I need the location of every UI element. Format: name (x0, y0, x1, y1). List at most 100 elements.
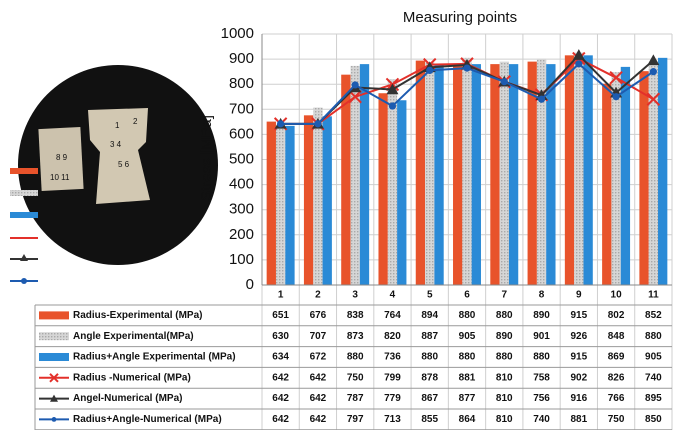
y-tick-label: 1000 (221, 25, 254, 42)
table-cell: 864 (459, 414, 476, 425)
table-cell: 764 (384, 310, 401, 321)
table-cell: 672 (310, 352, 327, 363)
bar (285, 125, 295, 285)
bar (341, 74, 351, 285)
table-cell: 850 (645, 414, 662, 425)
chart-title: Measuring points (403, 9, 517, 26)
table-cell: 873 (347, 331, 364, 342)
y-tick-label: 300 (229, 201, 254, 218)
y-tick-label: 600 (229, 125, 254, 142)
y-tick-label: 100 (229, 251, 254, 268)
svg-text:10 11: 10 11 (50, 173, 70, 182)
bar (313, 107, 323, 285)
table-cell: 630 (272, 331, 289, 342)
table-cell: 756 (533, 393, 550, 404)
table-cell: 758 (533, 372, 550, 383)
x-tick-label: 6 (464, 290, 470, 301)
bar (453, 64, 463, 286)
table-cell: 890 (533, 310, 550, 321)
table-cell: 736 (384, 352, 401, 363)
table-cell: 880 (645, 331, 662, 342)
legend-label: Angle Experimental(MPa) (73, 331, 194, 342)
table-cell: 880 (347, 352, 364, 363)
table-cell: 901 (533, 331, 550, 342)
table-cell: 766 (608, 393, 625, 404)
bar (359, 64, 370, 286)
table-cell: 779 (384, 393, 401, 404)
x-tick-label: 7 (501, 290, 507, 301)
x-tick-label: 4 (390, 290, 396, 301)
x-tick-label: 11 (648, 290, 659, 301)
table-cell: 877 (459, 393, 476, 404)
table-cell: 880 (459, 352, 476, 363)
table-cell: 802 (608, 310, 625, 321)
x-tick-label: 9 (576, 290, 582, 301)
table-cell: 867 (421, 393, 438, 404)
legend-label: Radius+Angle-Numerical (MPa) (73, 414, 222, 425)
marker (647, 54, 660, 66)
table-cell: 895 (645, 393, 662, 404)
bar (275, 126, 286, 286)
bar (387, 79, 398, 286)
bar (648, 64, 659, 286)
table-cell: 902 (570, 372, 587, 383)
table-cell: 878 (421, 372, 438, 383)
y-axis-label: Stress [MPa] (198, 115, 215, 201)
bar (350, 65, 360, 285)
table-cell: 740 (533, 414, 550, 425)
marker (50, 394, 58, 402)
table-cell: 881 (570, 414, 587, 425)
bar (620, 66, 631, 285)
marker (277, 120, 285, 128)
bar (602, 83, 612, 285)
table-cell: 894 (421, 310, 438, 321)
legend-swatch (39, 353, 69, 361)
bar (378, 93, 388, 286)
table-cell: 916 (570, 393, 587, 404)
table-cell: 880 (496, 310, 513, 321)
bar (425, 62, 435, 285)
marker (649, 68, 657, 76)
table-cell: 642 (272, 414, 289, 425)
table-cell: 642 (310, 414, 327, 425)
table-cell: 869 (608, 352, 625, 363)
bar (266, 121, 276, 285)
svg-text:3 4: 3 4 (110, 140, 122, 149)
table-cell: 880 (496, 352, 513, 363)
table-cell: 880 (459, 310, 476, 321)
table-cell: 905 (645, 352, 662, 363)
table-cell: 880 (533, 352, 550, 363)
table-cell: 848 (608, 331, 625, 342)
table-cell: 810 (496, 414, 513, 425)
y-tick-label: 700 (229, 100, 254, 117)
table-cell: 787 (347, 393, 364, 404)
marker (386, 83, 399, 95)
table-cell: 890 (496, 331, 513, 342)
x-tick-label: 3 (352, 290, 358, 301)
table-cell: 799 (384, 372, 401, 383)
legend-swatch (39, 311, 69, 320)
bar (490, 64, 500, 286)
bar (508, 64, 519, 286)
bar (546, 64, 556, 286)
y-tick-label: 200 (229, 226, 254, 243)
table-cell: 810 (496, 393, 513, 404)
svg-text:2: 2 (133, 117, 138, 126)
marker (49, 373, 59, 383)
bar (639, 71, 649, 285)
bar (527, 61, 537, 285)
table-cell: 634 (272, 352, 289, 363)
table-cell: 750 (608, 414, 625, 425)
x-tick-label: 8 (539, 290, 545, 301)
x-tick-label: 5 (427, 290, 433, 301)
marker (612, 93, 620, 101)
x-tick-label: 10 (611, 290, 623, 301)
legend-label: Angel-Numerical (MPa) (73, 393, 182, 404)
marker (351, 81, 359, 89)
table-cell: 810 (496, 372, 513, 383)
table-cell: 797 (347, 414, 364, 425)
marker (314, 120, 322, 128)
svg-text:8 9: 8 9 (56, 153, 68, 162)
y-tick-label: 900 (229, 50, 254, 67)
